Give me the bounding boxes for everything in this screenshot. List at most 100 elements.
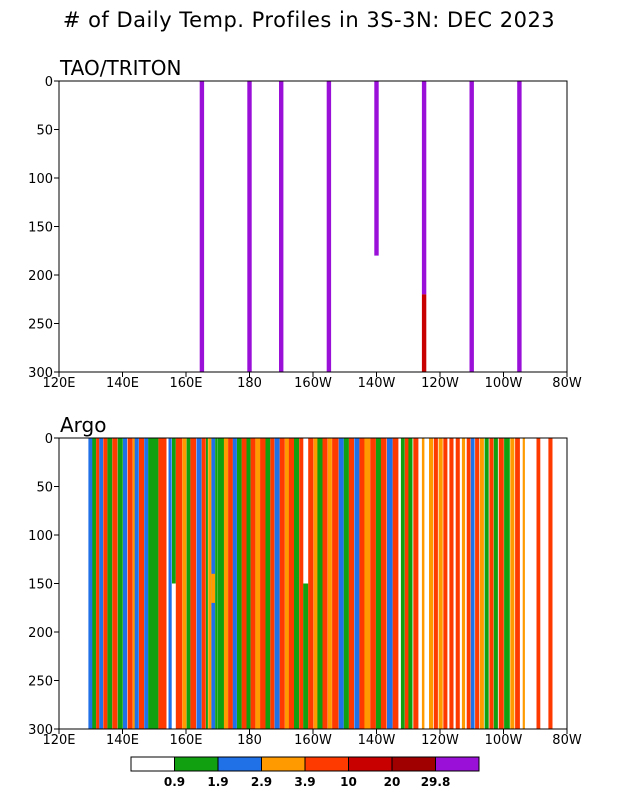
argo-column-51 bbox=[322, 438, 328, 729]
argo-column-78 bbox=[466, 438, 471, 729]
tao-x-tick-label-6: 120W bbox=[421, 376, 459, 391]
argo-column-58 bbox=[359, 438, 365, 729]
argo-column-23 bbox=[196, 438, 202, 729]
tao-y-tick-label-1: 50 bbox=[36, 124, 53, 139]
argo-column-39 bbox=[265, 438, 271, 729]
argo-column-19 bbox=[175, 438, 183, 729]
argo-column-72 bbox=[433, 438, 438, 729]
argo-column-80 bbox=[475, 438, 480, 729]
argo-column-36 bbox=[250, 438, 256, 729]
colorbar-label-4: 10 bbox=[340, 775, 357, 789]
argo-column-82 bbox=[484, 438, 489, 729]
argo-column-35 bbox=[246, 438, 251, 729]
argo-column-84 bbox=[493, 438, 498, 729]
argo-column-40 bbox=[270, 438, 275, 729]
tao-x-tick-label-7: 100W bbox=[485, 376, 523, 391]
argo-y-tick-label-0: 0 bbox=[45, 432, 53, 447]
argo-column-26 bbox=[208, 438, 212, 729]
argo-column-61 bbox=[375, 438, 381, 729]
page-title: # of Daily Temp. Profiles in 3S-3N: DEC … bbox=[62, 8, 556, 32]
argo-column-42 bbox=[279, 438, 285, 729]
colorbar-label-3: 3.9 bbox=[294, 775, 315, 789]
argo-column-32 bbox=[232, 438, 237, 729]
tao-column-7 bbox=[469, 81, 474, 372]
argo-column-22 bbox=[190, 438, 197, 729]
argo-x-tick-label-7: 100W bbox=[485, 733, 523, 748]
argo-column-83 bbox=[489, 438, 494, 729]
argo-column-66 bbox=[400, 438, 405, 729]
argo-column-89 bbox=[522, 438, 525, 729]
argo-column-81 bbox=[479, 438, 484, 729]
argo-column-14 bbox=[148, 438, 159, 729]
argo-column-68 bbox=[408, 438, 413, 729]
argo-column-56 bbox=[348, 438, 354, 729]
argo-column-37 bbox=[255, 438, 261, 729]
argo-x-tick-label-4: 160W bbox=[294, 733, 332, 748]
argo-column-11 bbox=[134, 438, 139, 729]
argo-column-6 bbox=[112, 438, 118, 729]
argo-column-1 bbox=[92, 438, 97, 729]
argo-x-tick-label-2: 160E bbox=[169, 733, 202, 748]
argo-column-12 bbox=[139, 438, 145, 729]
argo-column-27-segment bbox=[211, 573, 216, 603]
argo-column-10 bbox=[132, 438, 135, 729]
argo-column-77 bbox=[461, 438, 466, 729]
argo-column-73 bbox=[438, 438, 443, 729]
colorbar-swatch-6 bbox=[391, 756, 436, 772]
argo-x-tick-label-5: 140W bbox=[358, 733, 396, 748]
argo-column-48 bbox=[308, 438, 314, 729]
argo-y-tick-label-1: 50 bbox=[36, 481, 53, 496]
argo-column-76 bbox=[455, 438, 460, 729]
argo-column-25 bbox=[206, 438, 208, 729]
argo-column-57 bbox=[354, 438, 360, 729]
argo-column-9 bbox=[127, 438, 133, 729]
tao-column-8 bbox=[517, 81, 522, 372]
argo-column-30 bbox=[223, 438, 228, 729]
argo-column-8 bbox=[123, 438, 128, 729]
tao-column-4 bbox=[374, 81, 379, 256]
colorbar-label-1: 1.9 bbox=[207, 775, 228, 789]
colorbar-swatch-4 bbox=[304, 756, 349, 772]
argo-column-38 bbox=[260, 438, 266, 729]
argo-column-17 bbox=[168, 438, 172, 729]
argo-column-49 bbox=[313, 438, 318, 729]
argo-column-0 bbox=[88, 438, 93, 729]
argo-column-64 bbox=[392, 438, 399, 729]
tao-column-0 bbox=[199, 81, 205, 372]
argo-column-85 bbox=[498, 438, 504, 729]
panel-title-argo: Argo bbox=[60, 413, 107, 437]
argo-column-46 bbox=[299, 438, 304, 729]
argo-column-47 bbox=[303, 583, 309, 729]
tao-y-tick-label-0: 0 bbox=[45, 75, 53, 90]
argo-y-tick-label-5: 250 bbox=[28, 675, 53, 690]
argo-column-2 bbox=[96, 438, 100, 729]
argo-column-29 bbox=[217, 438, 224, 729]
argo-column-33 bbox=[237, 438, 242, 729]
argo-column-3 bbox=[99, 438, 104, 729]
tao-column-5 bbox=[421, 81, 427, 295]
tao-x-tick-label-0: 120E bbox=[42, 376, 75, 391]
argo-column-62 bbox=[380, 438, 387, 729]
argo-column-45 bbox=[294, 438, 300, 729]
tao-x-tick-label-1: 140E bbox=[106, 376, 139, 391]
argo-column-53 bbox=[332, 438, 339, 729]
argo-column-15 bbox=[158, 438, 167, 729]
argo-column-59 bbox=[364, 438, 371, 729]
argo-column-7 bbox=[117, 438, 123, 729]
argo-column-74 bbox=[443, 438, 448, 729]
argo-column-63 bbox=[387, 438, 393, 729]
tao-column-3 bbox=[326, 81, 332, 372]
tao-y-tick-label-3: 150 bbox=[28, 221, 53, 236]
argo-column-18 bbox=[172, 438, 176, 584]
argo-column-88 bbox=[515, 438, 520, 729]
argo-x-tick-label-0: 120E bbox=[42, 733, 75, 748]
argo-column-41 bbox=[274, 438, 280, 729]
argo-column-52 bbox=[327, 438, 332, 729]
argo-y-tick-label-6: 300 bbox=[28, 723, 53, 738]
argo-x-tick-label-8: 80W bbox=[552, 733, 582, 748]
argo-column-16 bbox=[166, 438, 169, 729]
tao-plot-frame bbox=[58, 80, 568, 373]
argo-column-75 bbox=[449, 438, 454, 729]
